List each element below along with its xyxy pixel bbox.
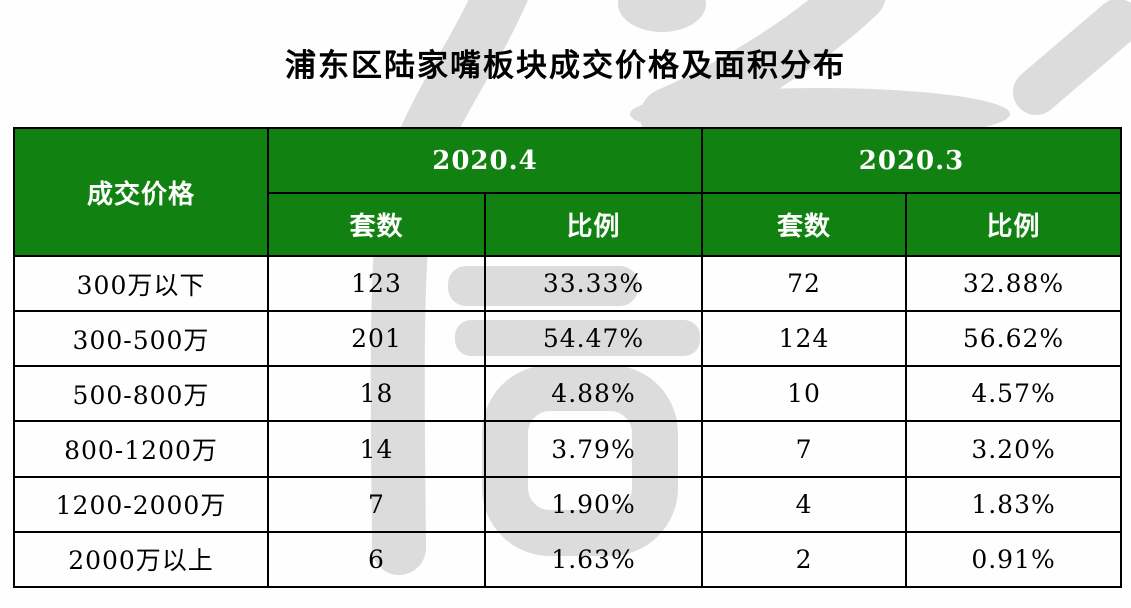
header-cell-period-2020-3: 2020.3 [701, 127, 1123, 194]
cell-ratio: 0.91% [905, 530, 1123, 589]
cell-price-range: 2000万以上 [13, 530, 269, 589]
cell-price-range: 800-1200万 [13, 420, 269, 478]
header-row-periods: 成交价格 2020.4 2020.3 [13, 127, 1123, 257]
cell-units: 72 [701, 254, 908, 313]
table-row: 2000万以上 6 1.63% 2 0.91% [13, 530, 1123, 589]
cell-price-range: 500-800万 [13, 365, 269, 423]
cell-ratio: 4.57% [905, 365, 1123, 423]
cell-units: 201 [267, 310, 486, 368]
header-cell-period-2020-4: 2020.4 [266, 127, 704, 194]
table-row: 300-500万 201 54.47% 124 56.62% [13, 310, 1123, 368]
page-title: 浦东区陆家嘴板块成交价格及面积分布 [285, 48, 846, 84]
cell-units: 124 [701, 310, 908, 368]
header-cell-ratio-2020-4: 比例 [483, 192, 704, 257]
cell-ratio: 56.62% [905, 310, 1123, 368]
cell-price-range: 300-500万 [13, 310, 269, 368]
table-row: 800-1200万 14 3.79% 7 3.20% [13, 420, 1123, 478]
table-row: 300万以下 123 33.33% 72 32.88% [13, 254, 1123, 313]
cell-units: 4 [701, 475, 908, 533]
table-row: 500-800万 18 4.88% 10 4.57% [13, 365, 1123, 423]
table-row: 1200-2000万 7 1.90% 4 1.83% [13, 475, 1123, 533]
cell-units: 18 [267, 365, 486, 423]
cell-units: 123 [267, 254, 486, 313]
cell-ratio: 1.83% [905, 475, 1123, 533]
cell-ratio: 4.88% [483, 365, 704, 423]
cell-ratio: 3.79% [483, 420, 704, 478]
header-cell-units-2020-3: 套数 [701, 192, 908, 257]
cell-ratio: 33.33% [483, 254, 704, 313]
cell-price-range: 300万以下 [13, 254, 269, 313]
cell-ratio: 32.88% [905, 254, 1123, 313]
cell-units: 7 [701, 420, 908, 478]
cell-ratio: 3.20% [905, 420, 1123, 478]
price-area-distribution-table: 成交价格 2020.4 2020.3 套数 比例 套数 比例 300万以下 12… [13, 127, 1123, 589]
cell-units: 7 [267, 475, 486, 533]
header-cell-units-2020-4: 套数 [267, 192, 486, 257]
cell-units: 2 [701, 530, 908, 589]
cell-ratio: 1.90% [483, 475, 704, 533]
cell-ratio: 1.63% [483, 530, 704, 589]
header-cell-ratio-2020-3: 比例 [905, 192, 1123, 257]
cell-ratio: 54.47% [483, 310, 704, 368]
header-cell-price-label: 成交价格 [13, 127, 269, 257]
cell-units: 14 [267, 420, 486, 478]
cell-price-range: 1200-2000万 [13, 475, 269, 533]
cell-units: 6 [267, 530, 486, 589]
cell-units: 10 [701, 365, 908, 423]
